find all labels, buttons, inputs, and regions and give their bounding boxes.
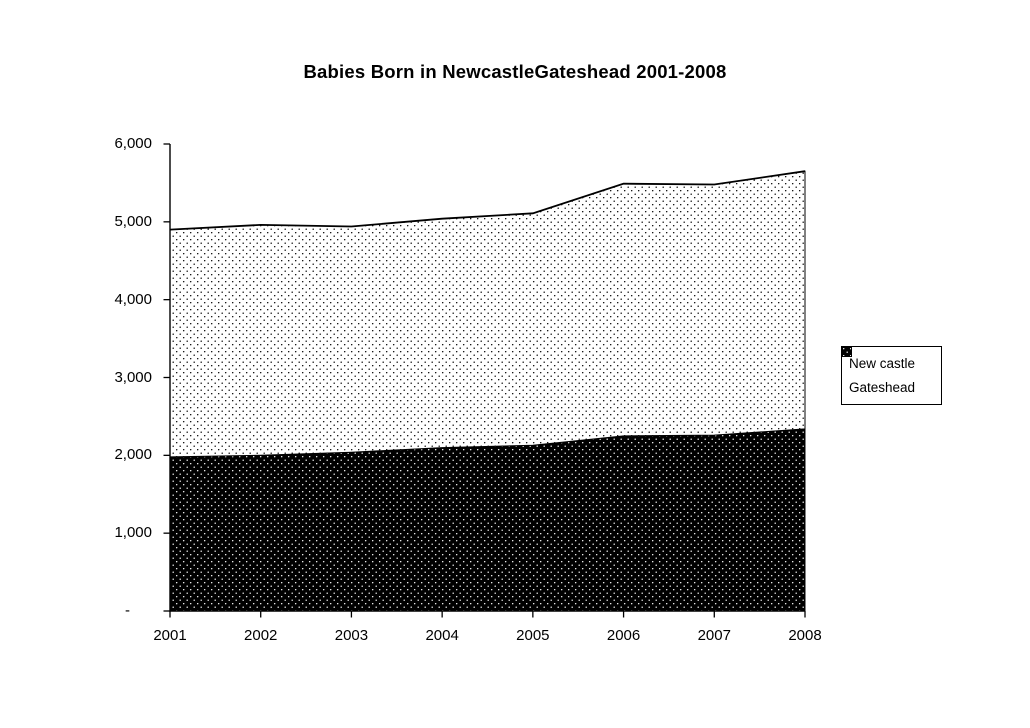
y-tick-label: 1,000 (114, 524, 152, 542)
y-tick-label: 6,000 (114, 135, 152, 152)
legend: New castle Gateshead (841, 346, 942, 405)
legend-label-gateshead: Gateshead (849, 380, 916, 395)
plot-areas (169, 170, 806, 612)
axes (163, 143, 806, 618)
area-series-gateshead (169, 428, 806, 612)
y-tick-label: - (125, 602, 130, 619)
y-tick-label: 2,000 (114, 446, 152, 464)
y-tick-label: 3,000 (114, 368, 152, 386)
x-tick-label: 2007 (697, 627, 731, 644)
x-tick-label: 2001 (153, 627, 187, 644)
y-tick-label: 4,000 (114, 290, 152, 308)
x-tick-label: 2005 (516, 627, 550, 644)
area-series-new-castle (169, 170, 806, 458)
legend-item-newcastle: New castle (842, 347, 941, 371)
total-outline (169, 170, 806, 231)
x-tick-label: 2002 (244, 627, 278, 644)
gateshead-swatch-icon (842, 347, 852, 357)
x-tick-label: 2004 (425, 627, 459, 644)
chart-title: Babies Born in NewcastleGateshead 2001-2… (303, 61, 727, 82)
x-tick-label: 2006 (606, 627, 641, 644)
x-tick-label: 2008 (788, 627, 822, 644)
y-tick-label: 5,000 (114, 212, 152, 230)
x-tick-label: 2003 (334, 627, 369, 644)
legend-label-newcastle: New castle (849, 356, 916, 371)
legend-item-gateshead: Gateshead (842, 347, 941, 395)
